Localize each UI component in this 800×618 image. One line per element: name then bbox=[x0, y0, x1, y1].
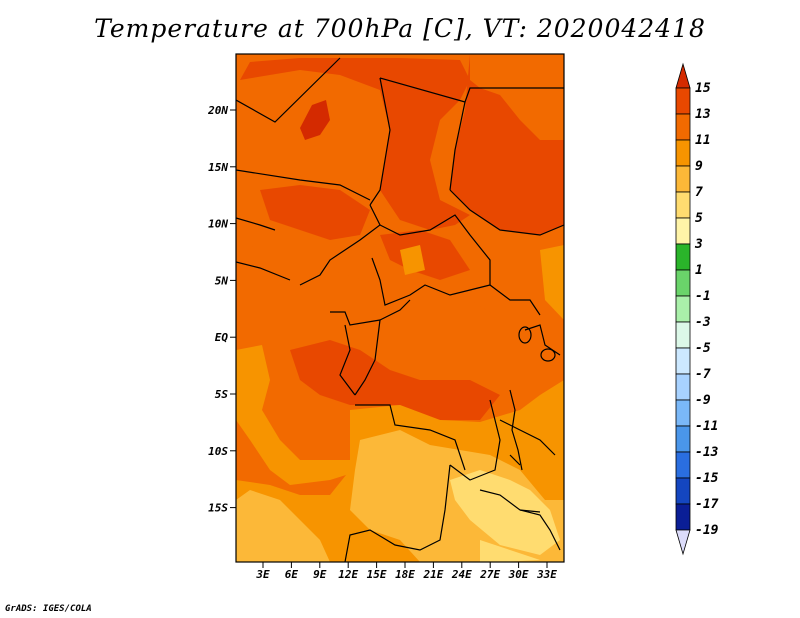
colorbar-swatch bbox=[675, 295, 691, 323]
colorbar-swatch bbox=[675, 425, 691, 453]
colorbar-swatch bbox=[675, 165, 691, 193]
colorbar-label: 3 bbox=[694, 237, 703, 252]
colorbar-swatch bbox=[675, 243, 691, 271]
latitude-axis: 20N 15N 10N 5N EQ 5S 10S 15S bbox=[207, 104, 236, 515]
lon-label: 21E bbox=[422, 568, 443, 581]
lat-label: 5N bbox=[215, 274, 229, 287]
colorbar-label: 9 bbox=[695, 159, 703, 174]
lon-label: 9E bbox=[313, 568, 327, 581]
lon-label: 18E bbox=[395, 568, 415, 581]
colorbar-swatch bbox=[675, 477, 691, 505]
lat-label: EQ bbox=[215, 331, 229, 344]
lon-label: 30E bbox=[508, 568, 529, 581]
lakes bbox=[509, 326, 556, 513]
colorbar-swatch bbox=[675, 113, 691, 141]
lon-label: 24E bbox=[451, 568, 472, 581]
colorbar-label: -1 bbox=[695, 289, 711, 304]
lat-label: 20N bbox=[207, 104, 228, 117]
colorbar-swatch bbox=[675, 347, 691, 375]
colorbar-label: 7 bbox=[695, 185, 703, 200]
colorbar-label: -17 bbox=[695, 497, 719, 512]
colorbar-swatch bbox=[675, 217, 691, 245]
lon-label: 27E bbox=[479, 568, 500, 581]
lon-label: 33E bbox=[536, 568, 557, 581]
colorbar-label: 5 bbox=[695, 211, 703, 226]
colorbar: 15 13 11 9 7 5 3 1 -1 -3 -5 -7 -9 -11 -13 -15 -17 -19 bbox=[675, 62, 719, 556]
lat-label: 15N bbox=[208, 161, 228, 174]
colorbar-swatch bbox=[675, 321, 691, 349]
longitude-axis: 3E 6E 9E 12E 15E 18E 21E 24E 27E 30E 33E bbox=[255, 562, 557, 581]
colorbar-label: -13 bbox=[695, 445, 719, 460]
colorbar-swatch bbox=[675, 451, 691, 479]
colorbar-top-arrow bbox=[675, 62, 691, 89]
lon-label: 3E bbox=[255, 568, 270, 581]
colorbar-label: -15 bbox=[695, 471, 719, 486]
grads-credit: GrADS: IGES/COLA bbox=[5, 604, 92, 614]
colorbar-swatch bbox=[675, 139, 691, 167]
colorbar-swatch bbox=[675, 191, 691, 219]
colorbar-swatch bbox=[675, 87, 691, 115]
colorbar-swatch bbox=[675, 503, 691, 531]
lon-label: 6E bbox=[285, 568, 299, 581]
colorbar-label: -3 bbox=[695, 315, 711, 330]
colorbar-label: -9 bbox=[695, 393, 711, 408]
colorbar-label: 11 bbox=[695, 133, 711, 148]
country-borders bbox=[236, 57, 564, 562]
colorbar-label: 15 bbox=[695, 81, 711, 96]
colorbar-bottom-arrow bbox=[675, 529, 691, 556]
colorbar-swatch bbox=[675, 399, 691, 427]
map-frame bbox=[235, 53, 565, 563]
lat-label: 5S bbox=[215, 388, 229, 401]
colorbar-label: -5 bbox=[695, 341, 711, 356]
colorbar-label: -11 bbox=[695, 419, 718, 434]
lon-label: 12E bbox=[338, 568, 358, 581]
colorbar-swatch bbox=[675, 269, 691, 297]
map-title: Temperature at 700hPa [C], VT: 202004241… bbox=[94, 14, 706, 43]
colorbar-label: 1 bbox=[695, 263, 703, 278]
lon-label: 15E bbox=[367, 568, 387, 581]
colorbar-label: -19 bbox=[695, 523, 719, 538]
colorbar-swatch bbox=[675, 373, 691, 401]
colorbar-label: 13 bbox=[695, 107, 711, 122]
lat-label: 15S bbox=[208, 502, 228, 515]
lat-label: 10S bbox=[208, 445, 228, 458]
temperature-field bbox=[236, 54, 564, 562]
colorbar-label: -7 bbox=[695, 367, 711, 382]
lat-label: 10N bbox=[208, 218, 228, 231]
